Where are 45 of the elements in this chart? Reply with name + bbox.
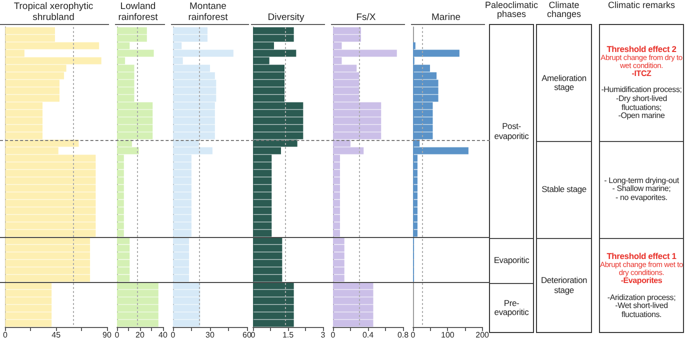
x-tick-label: 0.4 bbox=[362, 330, 374, 340]
text: -Humidification process; bbox=[601, 85, 682, 95]
text: Deterioration stage bbox=[540, 275, 588, 295]
text: Evaporitic bbox=[494, 255, 530, 266]
x-tick-label: 30 bbox=[206, 330, 215, 340]
x-tick-label: 0 bbox=[3, 330, 8, 340]
text: -Aridization process; bbox=[607, 292, 676, 302]
text: Amelioration stage bbox=[540, 72, 588, 92]
text: -Evaporites bbox=[620, 276, 662, 286]
text: Post-evaporitic bbox=[493, 121, 530, 141]
x-tick-label: 0.8 bbox=[397, 330, 410, 340]
x-tick-label: 90 bbox=[102, 330, 112, 340]
text: Climatic remarks bbox=[606, 0, 676, 10]
text: Threshold effect 2 bbox=[606, 44, 676, 54]
chart-title: Tropical xerophytic shrubland bbox=[12, 1, 94, 23]
text: -Open marine bbox=[618, 111, 665, 121]
chart-title: Montane rainforest bbox=[187, 1, 229, 23]
text: - no evaporites. bbox=[616, 193, 668, 203]
x-tick-label: 1.5 bbox=[282, 330, 294, 340]
text: - Long-term drying-out bbox=[604, 176, 679, 185]
x-tick-label: 100 bbox=[440, 330, 455, 340]
text: - Shallow marine; bbox=[612, 184, 671, 194]
x-tick-label: 20 bbox=[136, 330, 145, 340]
text: Threshold effect 1 bbox=[606, 250, 676, 261]
x-tick-label: 0 bbox=[250, 330, 256, 340]
x-tick-label: 0 bbox=[114, 330, 120, 340]
text: -Wet short-lived fluctuations. bbox=[614, 301, 668, 320]
x-tick-label: 0 bbox=[170, 330, 176, 340]
chart-title: Diversity bbox=[266, 12, 306, 23]
text: Pre-evaporitic bbox=[493, 298, 530, 318]
text: -ITCZ bbox=[632, 68, 652, 78]
chart-title: Marine bbox=[430, 12, 462, 23]
text: -Dry short-lived fluctuations; bbox=[614, 94, 668, 112]
x-tick-label: 0 bbox=[410, 330, 416, 340]
x-tick-label: 45 bbox=[52, 330, 62, 340]
text: Climate changes bbox=[546, 0, 582, 20]
chart-title: Lowland rainforest bbox=[117, 1, 159, 23]
x-tick-label: 0 bbox=[330, 330, 336, 340]
text: Paleoclimatic phases bbox=[484, 0, 540, 20]
x-tick-label: 40 bbox=[158, 330, 168, 340]
x-tick-label: 200 bbox=[476, 330, 490, 340]
x-tick-label: 3 bbox=[320, 330, 326, 340]
text: Stable stage bbox=[542, 184, 586, 194]
x-tick-label: 60 bbox=[242, 330, 252, 340]
chart-title: Fs/X bbox=[355, 12, 377, 23]
